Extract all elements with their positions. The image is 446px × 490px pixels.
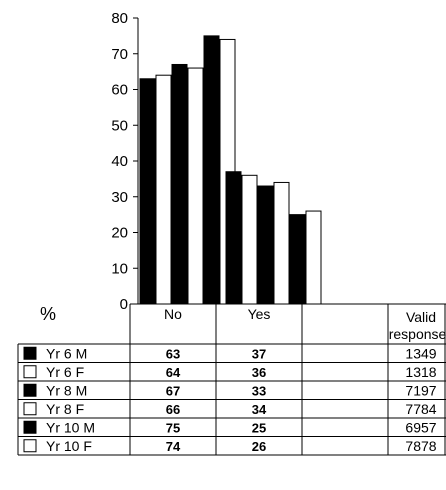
bar (171, 63, 188, 305)
valid-responses-value: 1349 (405, 345, 436, 361)
series-label: Yr 10 F (46, 438, 92, 454)
y-tick-label: 60 (111, 82, 128, 99)
bar (257, 185, 274, 305)
bar (203, 35, 220, 305)
y-tick-label: 50 (111, 117, 128, 134)
valid-header-line1: Valid (406, 309, 436, 325)
bar (225, 171, 242, 305)
data-label: 64 (166, 365, 181, 380)
data-label: 74 (166, 439, 181, 454)
data-label: 34 (252, 402, 267, 417)
category-header: Yes (248, 306, 271, 322)
series-label: Yr 8 M (46, 382, 87, 398)
data-label: 63 (166, 346, 180, 361)
y-tick-label: 0 (120, 296, 128, 313)
y-tick-label: 30 (111, 189, 128, 206)
series-label: Yr 6 M (46, 345, 87, 361)
y-tick-label: 20 (111, 225, 128, 242)
data-label: 33 (252, 383, 266, 398)
data-label: 25 (252, 420, 266, 435)
category-header: No (164, 306, 182, 322)
valid-header-line2: responses (389, 326, 446, 342)
data-label: 37 (252, 346, 266, 361)
legend-swatch (23, 365, 37, 379)
y-tick-label: 80 (111, 10, 128, 27)
y-tick-label: 10 (111, 260, 128, 277)
bar (139, 78, 156, 305)
series-label: Yr 6 F (46, 364, 84, 380)
data-table: No Yes Validresponses Yr 6 M 63 37 1349 Yr 6 F 6… (17, 303, 446, 456)
y-tick-label: 70 (111, 46, 128, 63)
valid-responses-value: 7784 (405, 401, 436, 417)
data-label: 36 (252, 365, 266, 380)
bar (273, 181, 290, 305)
y-unit-label: % (40, 304, 56, 324)
bar (155, 74, 172, 305)
valid-responses-value: 7197 (405, 382, 436, 398)
valid-responses-value: 7878 (405, 438, 436, 454)
legend-swatch (23, 439, 37, 453)
valid-responses-value: 6957 (405, 419, 436, 435)
valid-responses-value: 1318 (405, 364, 436, 380)
legend-swatch (23, 383, 37, 397)
series-label: Yr 8 F (46, 401, 84, 417)
bars (139, 35, 322, 305)
data-label: 66 (166, 402, 180, 417)
legend-swatch (23, 346, 37, 360)
bar (305, 210, 322, 305)
y-tick-label: 40 (111, 153, 128, 170)
bar (289, 214, 306, 305)
data-label: 75 (166, 420, 180, 435)
data-label: 26 (252, 439, 266, 454)
bar (187, 67, 204, 305)
bar (241, 174, 258, 305)
legend-swatch (23, 420, 37, 434)
data-label: 67 (166, 383, 180, 398)
series-label: Yr 10 M (46, 419, 95, 435)
y-axis: 0 10 20 30 40 50 60 70 80 (111, 10, 139, 313)
legend-swatch (23, 402, 37, 416)
